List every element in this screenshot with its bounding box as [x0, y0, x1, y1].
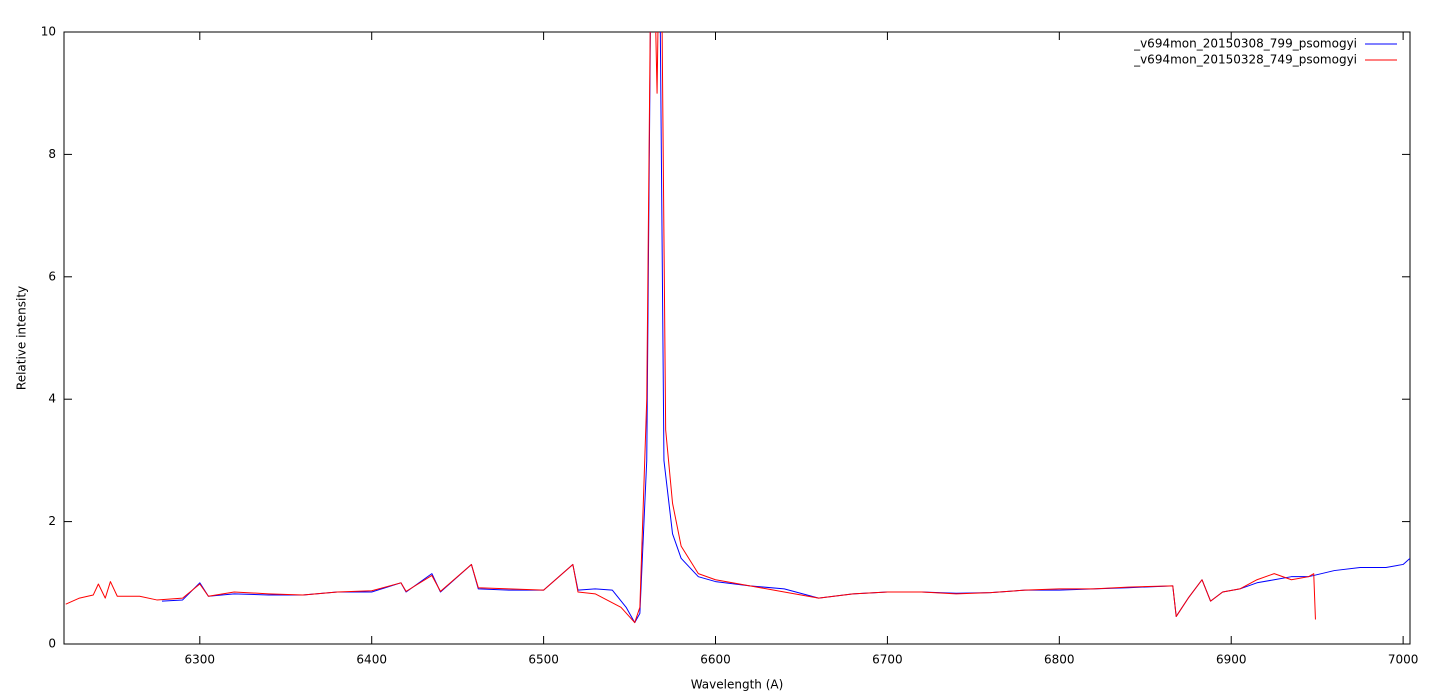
series-line	[65, 32, 1316, 624]
y-tick-label: 10	[41, 25, 56, 39]
y-tick-label: 6	[48, 269, 56, 283]
x-tick-label: 6300	[185, 653, 216, 667]
y-tick-label: 4	[48, 392, 56, 406]
y-tick-label: 2	[48, 514, 56, 528]
y-tick-label: 8	[48, 147, 56, 161]
plot-area	[65, 32, 1410, 624]
x-tick-label: 6700	[872, 653, 903, 667]
legend-label: _v694mon_20150308_799_psomogyi	[1133, 37, 1357, 51]
x-tick-label: 6800	[1044, 653, 1075, 667]
x-tick-label: 6400	[356, 653, 387, 667]
x-axis-label: Wavelength (A)	[691, 678, 784, 692]
x-tick-label: 7000	[1388, 653, 1419, 667]
y-axis-label: Relative intensity	[15, 286, 29, 390]
y-tick-label: 0	[48, 637, 56, 651]
x-tick-label: 6500	[528, 653, 559, 667]
series-line	[161, 32, 1410, 624]
x-tick-label: 6600	[700, 653, 731, 667]
plot-frame	[63, 31, 1411, 645]
x-tick-label: 6900	[1216, 653, 1247, 667]
legend-label: _v694mon_20150328_749_psomogyi	[1133, 53, 1357, 67]
